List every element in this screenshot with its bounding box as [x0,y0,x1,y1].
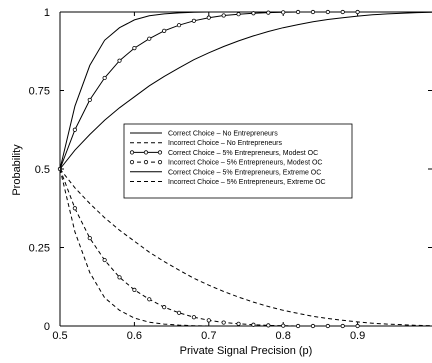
legend-box [123,123,353,199]
series-point-2 [325,9,330,15]
legend-marker [129,160,135,165]
series-point-2 [117,58,122,63]
series-point-3 [191,315,197,320]
series-point-3 [251,322,256,327]
series-point-2 [132,46,137,51]
x-axis-label: Private Signal Precision (p) [180,345,313,357]
series-line-2 [59,11,432,170]
legend-marker [157,150,163,155]
series-point-2 [281,10,286,15]
x-tick-label: 0.8 [276,330,291,342]
legend: Correct Choice – No Entrepreneurs Incorre… [123,123,353,199]
legend-marker [129,150,135,155]
series-point-2 [355,9,360,15]
series-line-5 [59,168,432,327]
y-axis-label: Probability [11,144,23,196]
series-point-3 [221,320,226,325]
series-point-3 [87,235,92,241]
y-tick-label: 0.75 [29,86,50,98]
series-point-3 [72,206,77,211]
series-point-3 [176,310,182,315]
series-point-3 [236,321,241,326]
series-point-2 [191,18,197,23]
series-point-3 [147,297,152,302]
series-point-3 [117,275,122,280]
series-lines [57,9,432,329]
series-point-2 [266,10,271,15]
series-point-2 [72,127,77,132]
x-tick-label: 0.7 [201,330,216,342]
series-line-3 [59,168,432,327]
series-point-3 [102,257,107,263]
series-line-4 [59,11,432,170]
series-point-3 [340,323,345,329]
y-tick-label: 0 [44,321,50,333]
series-point-2 [310,9,316,15]
x-tick-label: 0.9 [350,330,365,342]
series-point-3 [206,318,211,323]
series-point-2 [295,9,301,15]
series-point-2 [340,9,345,15]
series-point-2 [102,75,107,81]
series-point-3 [281,323,286,328]
series-point-2 [87,97,92,103]
series-point-3 [295,323,301,329]
series-point-3 [310,323,316,329]
legend-marker [143,160,149,165]
series-point-3 [266,323,271,328]
series-point-2 [206,15,211,20]
series-point-3 [325,323,330,329]
y-tick-label: 0.25 [29,243,50,255]
legend-label: Incorrect Choice – 5% Entrepreneurs, Mod… [168,160,322,167]
y-tick-label: 0.5 [35,164,50,176]
series-point-2 [176,23,182,28]
legend-label: Incorrect Choice – No Entrepreneurs [168,140,282,147]
x-tick-label: 0.6 [127,330,142,342]
series-point-2 [162,28,167,33]
series-point-3 [355,323,360,329]
legend-marker [143,150,149,155]
series-point-2 [147,36,152,41]
series-point-3 [132,287,137,292]
legend-label: Incorrect Choice – 5% Entrepreneurs, Ext… [168,179,326,186]
series-point-2 [236,12,241,17]
legend-label: Correct Choice – No Entrepreneurs [168,131,278,138]
series-point-2 [221,13,226,18]
y-tick-label: 1 [44,7,50,19]
x-tick-label: 0.5 [52,330,67,342]
series-point-2 [251,11,256,16]
legend-marker [157,160,163,165]
legend-label: Correct Choice – 5% Entrepreneurs, Modes… [168,150,318,157]
series-point-3 [162,305,167,310]
legend-label: Correct Choice – 5% Entrepreneurs, Extre… [168,169,321,176]
